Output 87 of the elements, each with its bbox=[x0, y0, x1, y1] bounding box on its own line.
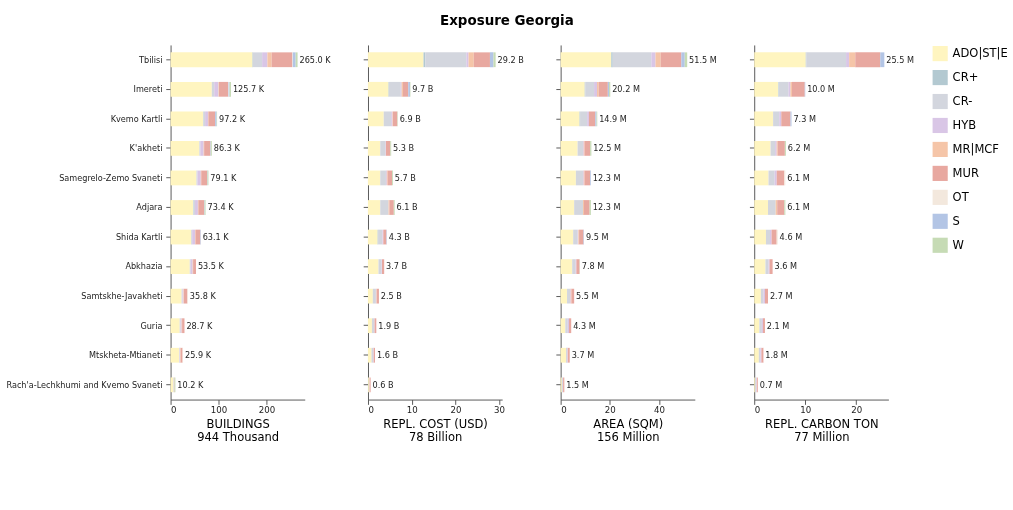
total-label: 20.2 M bbox=[612, 84, 640, 95]
total-label: 4.3 B bbox=[388, 231, 410, 242]
total-label: 1.6 B bbox=[376, 350, 399, 361]
legend-label: ADO|ST|E bbox=[952, 46, 1008, 61]
y-tick-label: Samtskhe-Javakheti bbox=[81, 291, 163, 302]
legend-label: CR- bbox=[952, 94, 973, 109]
total-label: 6.9 B bbox=[399, 113, 421, 124]
legend-label: OT bbox=[952, 190, 970, 205]
legend-label: HYB bbox=[952, 118, 977, 133]
total-label: 12.3 M bbox=[592, 172, 621, 183]
total-label: 1.5 M bbox=[566, 379, 589, 390]
total-label: 5.7 B bbox=[394, 172, 416, 183]
y-tick-label: Shida Kartli bbox=[115, 231, 163, 242]
total-label: 2.7 M bbox=[769, 291, 793, 302]
x-tick-label: 20 bbox=[450, 405, 462, 416]
total-label: 3.7 B bbox=[386, 261, 408, 272]
x-tick-label: 0 bbox=[561, 405, 567, 416]
total-label: 6.1 B bbox=[396, 202, 418, 213]
total-label: 6.1 M bbox=[787, 202, 810, 213]
x-tick-label: 0 bbox=[171, 405, 177, 416]
x-tick-label: 0 bbox=[754, 405, 761, 416]
x-axis-title: AREA (SQM) 156 Million bbox=[593, 416, 664, 445]
y-tick-label: Mtskheta-Mtianeti bbox=[89, 350, 163, 361]
total-label: 125.7 K bbox=[232, 84, 265, 95]
total-label: 0.6 B bbox=[372, 379, 394, 390]
total-label: 9.5 M bbox=[585, 231, 609, 242]
x-tick-label: 200 bbox=[258, 405, 276, 416]
total-label: 3.6 M bbox=[774, 261, 798, 272]
total-label: 10.0 M bbox=[807, 84, 835, 95]
y-tick-label: Rach'a-Lechkhumi and Kvemo Svaneti bbox=[6, 379, 163, 390]
total-label: 12.5 M bbox=[593, 143, 621, 154]
total-label: 4.3 M bbox=[573, 320, 596, 331]
y-tick-label: Tbilisi bbox=[138, 54, 163, 65]
total-label: 5.5 M bbox=[576, 291, 599, 302]
y-tick-label: Imereti bbox=[133, 84, 163, 95]
total-label: 6.2 M bbox=[787, 143, 811, 154]
chart-title: Exposure Georgia bbox=[440, 12, 574, 28]
legend-label: MR|MCF bbox=[952, 142, 999, 157]
total-label: 51.5 M bbox=[689, 54, 717, 65]
total-label: 4.6 M bbox=[779, 231, 803, 242]
x-tick-label: 40 bbox=[653, 405, 665, 416]
x-axis-title: BUILDINGS 944 Thousand bbox=[197, 416, 280, 445]
total-label: 53.5 K bbox=[197, 261, 225, 272]
total-label: 2.5 B bbox=[380, 291, 402, 302]
y-tick-label: K'akheti bbox=[129, 143, 163, 154]
total-label: 97.2 K bbox=[218, 113, 246, 124]
total-label: 7.3 M bbox=[793, 113, 816, 124]
total-label: 7.8 M bbox=[581, 261, 605, 272]
total-label: 63.1 K bbox=[202, 231, 230, 242]
total-label: 3.7 M bbox=[571, 350, 595, 361]
x-axis-title: REPL. COST (USD) 78 Billion bbox=[383, 416, 488, 445]
total-label: 6.1 M bbox=[787, 172, 810, 183]
total-label: 25.5 M bbox=[886, 54, 914, 65]
total-label: 265.0 K bbox=[299, 54, 332, 65]
total-label: 29.2 B bbox=[497, 54, 524, 65]
total-label: 0.7 M bbox=[759, 379, 783, 390]
x-tick-label: 100 bbox=[210, 405, 228, 416]
x-tick-label: 20 bbox=[851, 405, 863, 416]
total-label: 35.8 K bbox=[189, 291, 217, 302]
total-label: 1.9 B bbox=[378, 320, 400, 331]
y-tick-label: Guria bbox=[140, 320, 163, 331]
x-tick-label: 30 bbox=[494, 405, 506, 416]
x-tick-label: 20 bbox=[604, 405, 616, 416]
total-label: 25.9 K bbox=[184, 350, 212, 361]
legend-label: W bbox=[952, 238, 964, 253]
total-label: 14.9 M bbox=[599, 113, 627, 124]
x-tick-label: 10 bbox=[800, 405, 812, 416]
y-tick-label: Abkhazia bbox=[125, 261, 163, 272]
total-label: 1.8 M bbox=[765, 350, 788, 361]
y-tick-label: Kvemo Kartli bbox=[110, 113, 163, 124]
total-label: 2.1 M bbox=[766, 320, 790, 331]
total-label: 86.3 K bbox=[213, 143, 241, 154]
total-label: 79.1 K bbox=[210, 172, 238, 183]
y-tick-label: Samegrelo-Zemo Svaneti bbox=[59, 172, 163, 183]
total-label: 10.2 K bbox=[177, 379, 204, 390]
y-tick-label: Adjara bbox=[136, 202, 163, 213]
legend-label: CR+ bbox=[952, 70, 979, 85]
x-axis-title: REPL. CARBON TON 77 Million bbox=[765, 416, 879, 445]
total-label: 28.7 K bbox=[186, 320, 214, 331]
total-label: 5.3 B bbox=[393, 143, 415, 154]
x-tick-label: 10 bbox=[406, 405, 418, 416]
total-label: 73.4 K bbox=[207, 202, 235, 213]
legend-label: S bbox=[952, 214, 960, 229]
x-tick-label: 0 bbox=[368, 405, 374, 416]
total-label: 12.3 M bbox=[592, 202, 621, 213]
total-label: 9.7 B bbox=[412, 84, 434, 95]
legend-label: MUR bbox=[952, 166, 979, 181]
